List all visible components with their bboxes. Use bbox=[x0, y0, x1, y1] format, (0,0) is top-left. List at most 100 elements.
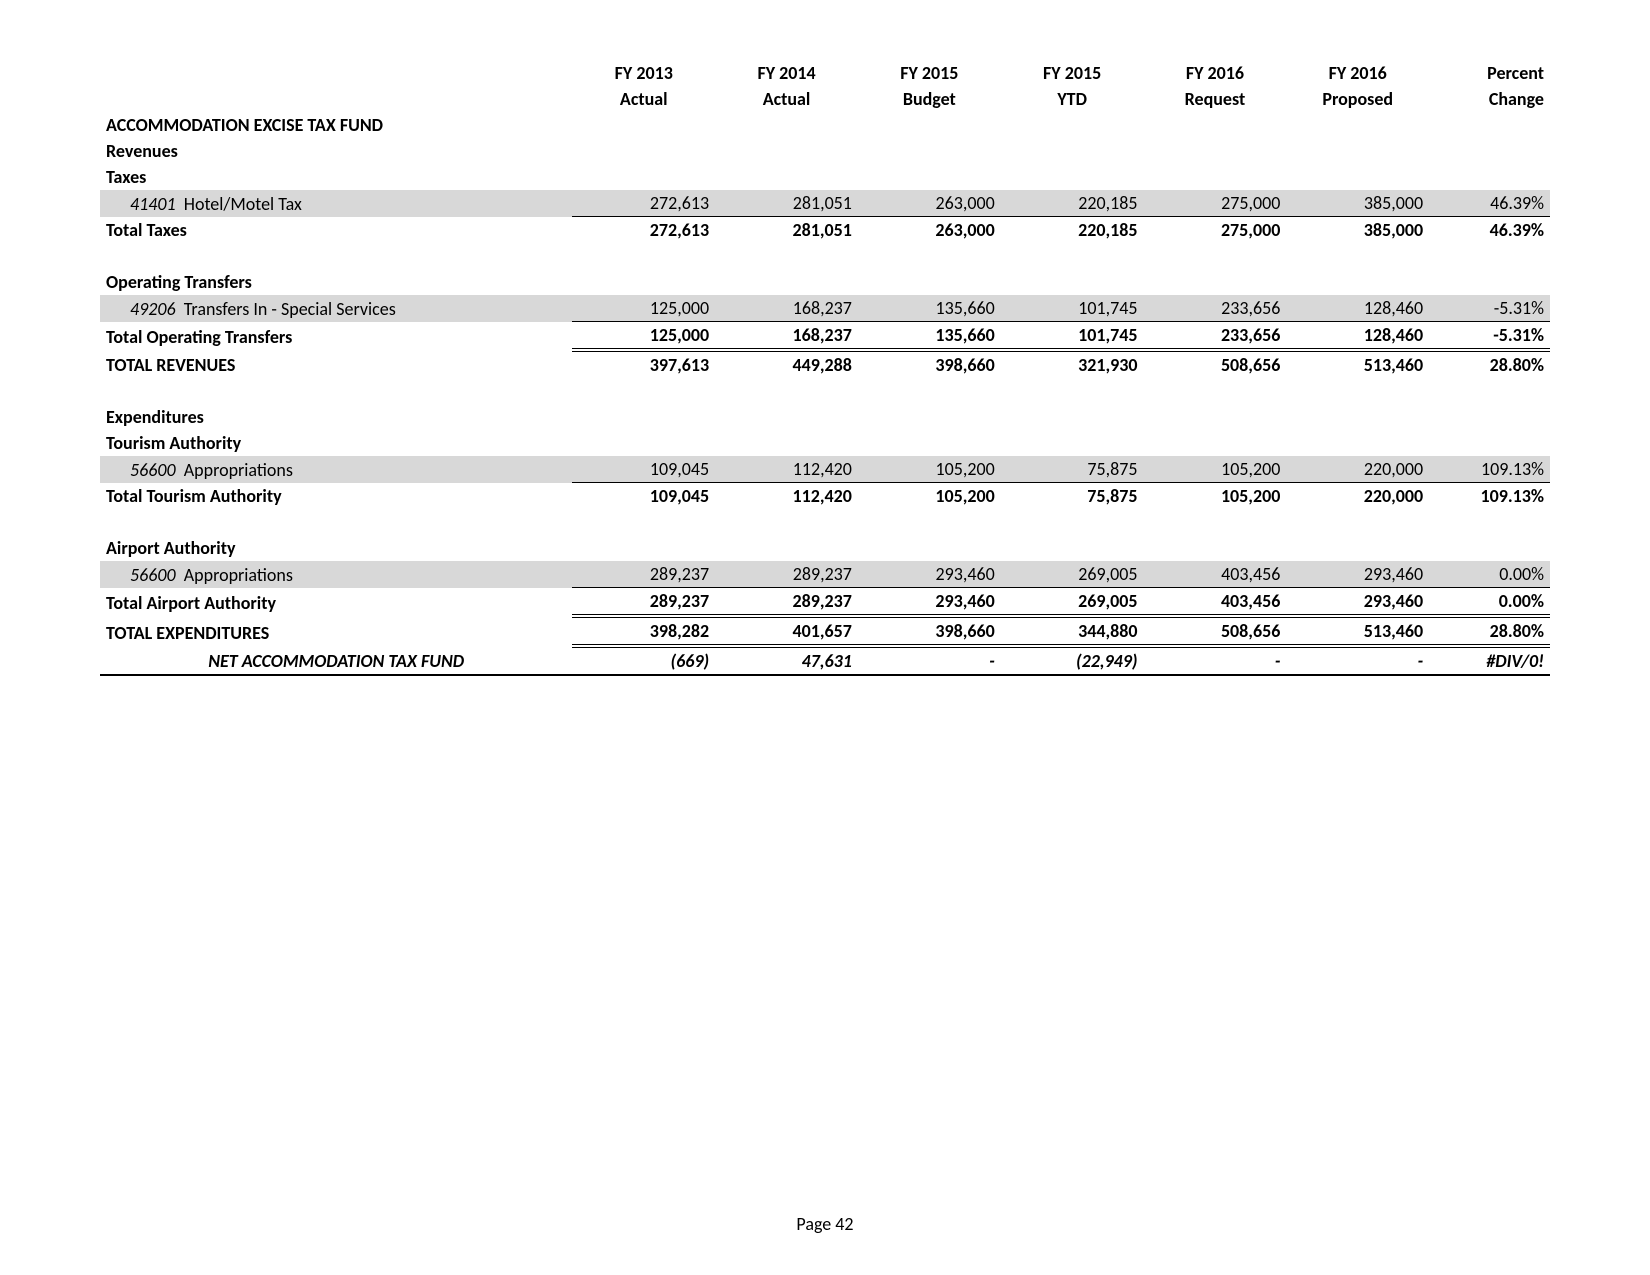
trv-c3: 398,660 bbox=[858, 350, 1001, 378]
total-exp-label: TOTAL EXPENDITURES bbox=[100, 616, 572, 646]
col-fy2014-a: FY 2014 bbox=[715, 60, 858, 86]
net-c6: - bbox=[1286, 646, 1429, 675]
row-total-expenditures: TOTAL EXPENDITURES 398,282 401,657 398,6… bbox=[100, 616, 1550, 646]
tr-c5: 233,656 bbox=[1144, 295, 1287, 322]
trv-c7: 28.80% bbox=[1429, 350, 1550, 378]
ta-c2: 112,420 bbox=[715, 456, 858, 483]
net-c4: (22,949) bbox=[1001, 646, 1144, 675]
tap-c4: 269,005 bbox=[1001, 588, 1144, 617]
tr-c2: 168,237 bbox=[715, 295, 858, 322]
te-c1: 398,282 bbox=[572, 616, 715, 646]
report-page: FY 2013 FY 2014 FY 2015 FY 2015 FY 2016 … bbox=[0, 0, 1650, 676]
hotel-c1: 272,613 bbox=[572, 190, 715, 217]
tap-c3: 293,460 bbox=[858, 588, 1001, 617]
row-total-revenues: TOTAL REVENUES 397,613 449,288 398,660 3… bbox=[100, 350, 1550, 378]
col-fy2015y-b: YTD bbox=[1001, 86, 1144, 112]
header-row-2: Actual Actual Budget YTD Request Propose… bbox=[100, 86, 1550, 112]
to-c2: 168,237 bbox=[715, 322, 858, 351]
approp-code-2: 56600 bbox=[130, 564, 176, 586]
row-total-airport: Total Airport Authority 289,237 289,237 … bbox=[100, 588, 1550, 617]
aa-c5: 403,456 bbox=[1144, 561, 1287, 588]
row-total-taxes: Total Taxes 272,613 281,051 263,000 220,… bbox=[100, 217, 1550, 244]
hotel-c2: 281,051 bbox=[715, 190, 858, 217]
hotel-c5: 275,000 bbox=[1144, 190, 1287, 217]
aa-c1: 289,237 bbox=[572, 561, 715, 588]
to-c4: 101,745 bbox=[1001, 322, 1144, 351]
col-fy2015b-b: Budget bbox=[858, 86, 1001, 112]
ttm-c7: 109.13% bbox=[1429, 483, 1550, 510]
tr-c1: 125,000 bbox=[572, 295, 715, 322]
budget-table: FY 2013 FY 2014 FY 2015 FY 2015 FY 2016 … bbox=[100, 60, 1550, 676]
col-pct-a: Percent bbox=[1429, 60, 1550, 86]
trv-c1: 397,613 bbox=[572, 350, 715, 378]
col-fy2015y-a: FY 2015 bbox=[1001, 60, 1144, 86]
aa-c2: 289,237 bbox=[715, 561, 858, 588]
tourism-heading: Tourism Authority bbox=[100, 430, 572, 456]
revenues-heading: Revenues bbox=[100, 138, 572, 164]
ttm-c4: 75,875 bbox=[1001, 483, 1144, 510]
ta-c4: 75,875 bbox=[1001, 456, 1144, 483]
to-c3: 135,660 bbox=[858, 322, 1001, 351]
net-c7: #DIV/0! bbox=[1429, 646, 1550, 675]
tr-c6: 128,460 bbox=[1286, 295, 1429, 322]
total-airport-label: Total Airport Authority bbox=[100, 588, 572, 617]
total-op-label: Total Operating Transfers bbox=[100, 322, 572, 351]
approp-code-1: 56600 bbox=[130, 459, 176, 481]
tt-c6: 385,000 bbox=[1286, 217, 1429, 244]
op-transfers-heading: Operating Transfers bbox=[100, 269, 572, 295]
te-c7: 28.80% bbox=[1429, 616, 1550, 646]
ta-c7: 109.13% bbox=[1429, 456, 1550, 483]
ta-c1: 109,045 bbox=[572, 456, 715, 483]
aa-c7: 0.00% bbox=[1429, 561, 1550, 588]
col-fy2016r-b: Request bbox=[1144, 86, 1287, 112]
te-c4: 344,880 bbox=[1001, 616, 1144, 646]
ttm-c1: 109,045 bbox=[572, 483, 715, 510]
tr-c3: 135,660 bbox=[858, 295, 1001, 322]
ttm-c2: 112,420 bbox=[715, 483, 858, 510]
fund-title: ACCOMMODATION EXCISE TAX FUND bbox=[100, 112, 572, 138]
net-c2: 47,631 bbox=[715, 646, 858, 675]
to-c1: 125,000 bbox=[572, 322, 715, 351]
te-c5: 508,656 bbox=[1144, 616, 1287, 646]
expenditures-heading: Expenditures bbox=[100, 404, 572, 430]
tap-c1: 289,237 bbox=[572, 588, 715, 617]
hotel-label: Hotel/Motel Tax bbox=[184, 193, 302, 215]
approp-label-1: Appropriations bbox=[184, 459, 293, 481]
row-net-fund: NET ACCOMMODATION TAX FUND (669) 47,631 … bbox=[100, 646, 1550, 675]
hotel-c4: 220,185 bbox=[1001, 190, 1144, 217]
total-rev-label: TOTAL REVENUES bbox=[100, 350, 572, 378]
tt-c2: 281,051 bbox=[715, 217, 858, 244]
header-row-1: FY 2013 FY 2014 FY 2015 FY 2015 FY 2016 … bbox=[100, 60, 1550, 86]
ta-c6: 220,000 bbox=[1286, 456, 1429, 483]
row-hotel-tax: 41401 Hotel/Motel Tax 272,613 281,051 26… bbox=[100, 190, 1550, 217]
to-c5: 233,656 bbox=[1144, 322, 1287, 351]
taxes-heading: Taxes bbox=[100, 164, 572, 190]
tt-c4: 220,185 bbox=[1001, 217, 1144, 244]
row-total-op-transfers: Total Operating Transfers 125,000 168,23… bbox=[100, 322, 1550, 351]
te-c3: 398,660 bbox=[858, 616, 1001, 646]
row-transfers-in: 49206 Transfers In - Special Services 12… bbox=[100, 295, 1550, 322]
hotel-c3: 263,000 bbox=[858, 190, 1001, 217]
to-c6: 128,460 bbox=[1286, 322, 1429, 351]
hotel-c7: 46.39% bbox=[1429, 190, 1550, 217]
te-c6: 513,460 bbox=[1286, 616, 1429, 646]
col-fy2016r-a: FY 2016 bbox=[1144, 60, 1287, 86]
ttm-c3: 105,200 bbox=[858, 483, 1001, 510]
row-total-tourism: Total Tourism Authority 109,045 112,420 … bbox=[100, 483, 1550, 510]
trv-c2: 449,288 bbox=[715, 350, 858, 378]
aa-c6: 293,460 bbox=[1286, 561, 1429, 588]
net-c3: - bbox=[858, 646, 1001, 675]
aa-c3: 293,460 bbox=[858, 561, 1001, 588]
row-tourism-approp: 56600 Appropriations 109,045 112,420 105… bbox=[100, 456, 1550, 483]
to-c7: -5.31% bbox=[1429, 322, 1550, 351]
net-label: NET ACCOMMODATION TAX FUND bbox=[100, 646, 572, 675]
net-c5: - bbox=[1144, 646, 1287, 675]
hotel-code: 41401 bbox=[130, 193, 176, 215]
page-number: Page 42 bbox=[0, 1213, 1650, 1235]
col-fy2014-b: Actual bbox=[715, 86, 858, 112]
ttm-c6: 220,000 bbox=[1286, 483, 1429, 510]
approp-label-2: Appropriations bbox=[184, 564, 293, 586]
tap-c5: 403,456 bbox=[1144, 588, 1287, 617]
ttm-c5: 105,200 bbox=[1144, 483, 1287, 510]
tt-c5: 275,000 bbox=[1144, 217, 1287, 244]
